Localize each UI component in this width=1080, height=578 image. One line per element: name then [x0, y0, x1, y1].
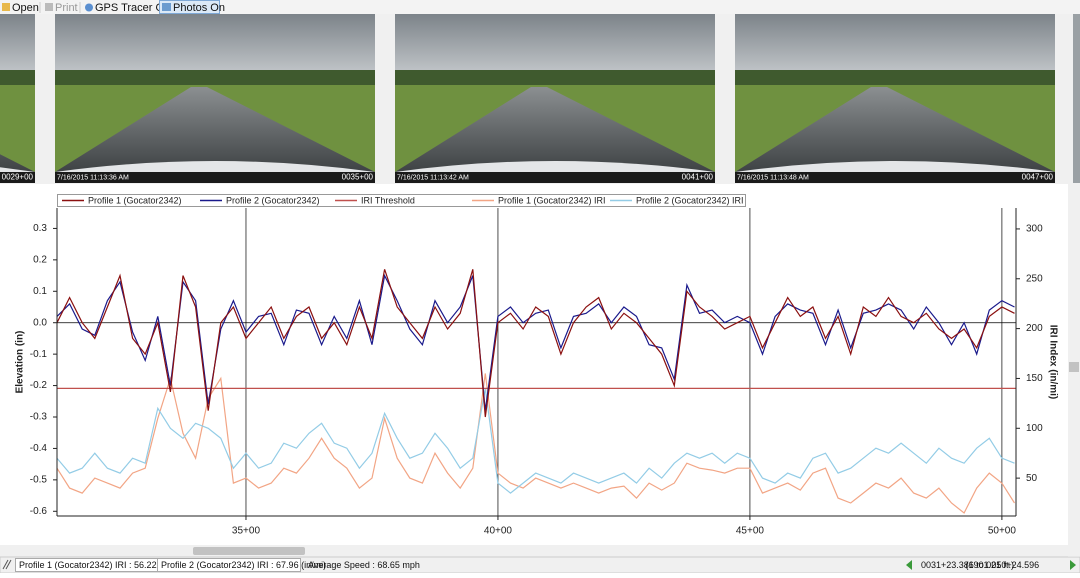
horizontal-scrollbar[interactable]: [0, 545, 1068, 557]
y2-tick-label: 200: [1026, 323, 1043, 334]
icon: [2, 3, 10, 11]
tree-line: [735, 70, 1055, 86]
next-arrow[interactable]: [1070, 560, 1076, 570]
hood: [55, 161, 375, 172]
label: Photos On: [173, 2, 225, 14]
photo-date: 7/16/2015 11:13:42 AM: [397, 174, 469, 181]
icon: [162, 3, 171, 11]
road: [0, 154, 35, 172]
y2-tick-label: 300: [1026, 224, 1043, 235]
status-speed: Average Speed : 68.65 mph: [308, 560, 420, 570]
sky: [735, 14, 1055, 80]
road: [735, 87, 1055, 172]
open-button[interactable]: Open: [2, 2, 39, 14]
legend-label: Profile 2 (Gocator2342) IRI: [636, 195, 744, 205]
y-tick-label: 0.3: [33, 223, 47, 234]
icon: [85, 3, 93, 12]
photos-button[interactable]: Photos On: [159, 0, 225, 14]
status-iri-1: Profile 1 (Gocator2342) IRI : 56.22 (in/…: [19, 560, 184, 570]
gps-button[interactable]: GPS Tracer OFF: [85, 2, 178, 14]
y-axis-title: Elevation (in): [15, 331, 26, 394]
road: [395, 87, 715, 172]
label: Print: [55, 2, 78, 14]
y-tick-label: -0.1: [30, 349, 48, 360]
photo: 7/16/2015 11:13:36 AM 0035+00: [55, 14, 375, 183]
caption-bar: [395, 172, 715, 183]
caption-bar: [735, 172, 1055, 183]
road: [55, 87, 375, 172]
sky: [0, 14, 35, 80]
prev-arrow[interactable]: [906, 560, 912, 570]
y-tick-label: -0.6: [30, 506, 48, 517]
photo-station: 0041+00: [682, 173, 714, 182]
horizontal-scroll-thumb[interactable]: [193, 547, 305, 555]
legend-label: Profile 1 (Gocator2342) IRI: [498, 195, 606, 205]
series-line: [56, 269, 1015, 418]
photos: 0029+00 7/16/2015 11:13:36 AM 0035+00 7/16/…: [0, 14, 1080, 183]
tree-line: [55, 70, 375, 86]
x-tick-label: 40+00: [484, 526, 513, 537]
series-line: [56, 373, 1016, 514]
chart: 35+00 40+00 45+00 50+00 -0.6 -0.5 -0.4 -0.3 -0.2…: [30, 208, 1043, 537]
photo: 0029+00: [0, 14, 35, 183]
x-tick-label: 50+00: [988, 526, 1017, 537]
toolbar: [0, 0, 1080, 14]
photo-partial: [1073, 14, 1080, 183]
y2-tick-label: 150: [1026, 373, 1043, 384]
x-tick-label: 45+00: [736, 526, 765, 537]
caption-bar: [0, 172, 35, 183]
plot-area: [57, 208, 1016, 516]
y2-tick-label: 250: [1026, 273, 1043, 284]
y-tick-label: -0.2: [30, 380, 48, 391]
status-length: (1901.21 ft.): [965, 560, 1014, 570]
pressed-state: [159, 0, 220, 14]
icon: [45, 3, 53, 11]
photo-station: 0035+00: [342, 173, 374, 182]
legend-label: Profile 2 (Gocator2342): [226, 195, 320, 205]
tree-line: [0, 70, 35, 86]
y2-tick-label: 50: [1026, 473, 1038, 484]
y-tick-label: -0.3: [30, 412, 48, 423]
status-range: 0031+23.386 to 0050+24.596: [921, 560, 1039, 570]
legend-label: Profile 1 (Gocator2342): [88, 195, 182, 205]
status-icon: [2, 559, 12, 570]
y2-axis-title: IRI Index (in/mi): [1047, 325, 1058, 399]
sky: [395, 14, 715, 80]
caption-bar: [55, 172, 375, 183]
y2-tick-label: 100: [1026, 423, 1043, 434]
print-button[interactable]: Print: [45, 2, 78, 14]
label: GPS Tracer OFF: [95, 2, 178, 14]
legend-items: Profile 1 (Gocator2342) Profile 2 (Gocato…: [62, 195, 744, 205]
y-tick-label: -0.4: [30, 443, 48, 454]
photo-station: 0047+00: [1022, 173, 1054, 182]
hood: [395, 161, 715, 172]
photo-station: 0029+00: [2, 173, 34, 182]
hood: [0, 167, 35, 172]
tree-line: [395, 70, 715, 86]
photo: 7/16/2015 11:13:42 AM 0041+00: [395, 14, 715, 183]
status-cell: [157, 558, 301, 572]
series-line: [56, 388, 1015, 494]
y-tick-label: 0.2: [33, 254, 47, 265]
status-iri-2: Profile 2 (Gocator2342) IRI : 67.96 (in/…: [161, 560, 326, 570]
x-tick-label: 35+00: [232, 526, 261, 537]
legend-label: IRI Threshold: [361, 195, 415, 205]
label: Open: [12, 2, 39, 14]
vertical-scroll-thumb[interactable]: [1069, 362, 1079, 372]
y-tick-label: 0.1: [33, 286, 47, 297]
y-tick-label: 0.0: [33, 317, 47, 328]
y-tick-label: -0.5: [30, 474, 48, 485]
hood: [735, 161, 1055, 172]
photo: 7/16/2015 11:13:48 AM 0047+00: [735, 14, 1055, 183]
legend: [57, 194, 746, 207]
photo-date: 7/16/2015 11:13:36 AM: [57, 174, 129, 181]
photo-date: 7/16/2015 11:13:48 AM: [737, 174, 809, 181]
sky: [55, 14, 375, 80]
